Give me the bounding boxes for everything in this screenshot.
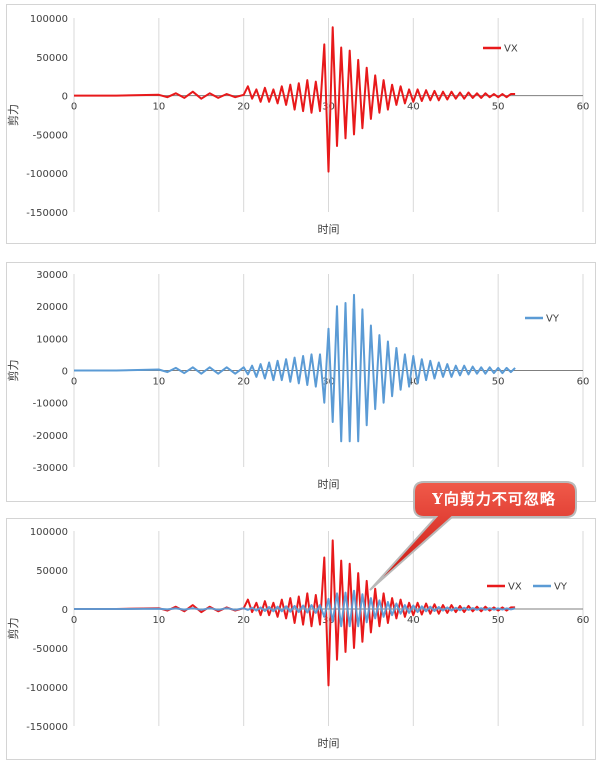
x-tick-label: 0 [71,102,77,113]
y-tick-label: 50000 [36,53,68,64]
y-tick-label: -10000 [33,399,68,410]
y-tick-label: -20000 [33,431,68,442]
series-line-vx [74,539,516,687]
y-tick-label: -50000 [33,644,68,655]
x-tick-label: 0 [71,615,77,626]
y-axis-title: 剪力 [6,360,20,382]
x-tick-label: 10 [152,377,165,388]
x-tick-label: 10 [152,102,165,113]
x-tick-label: 50 [492,377,505,388]
y-axis-title: 剪力 [6,104,20,126]
y-tick-label: 50000 [36,566,68,577]
y-axis-title: 剪力 [6,618,20,640]
chart-panel-vx: 0 10 20 30 40 50 60 -150000 -100000 -50000 0 50000 1… [6,4,596,244]
x-tick-label: 60 [577,615,590,626]
callout-text: Y向剪力不可忽略 [432,489,556,508]
x-tick-label: 30 [322,615,335,626]
callout-shape [369,481,577,591]
x-tick-label: 20 [237,615,250,626]
x-tick-label: 20 [237,377,250,388]
series-line-vy [74,589,516,628]
y-tick-label: 0 [62,605,68,616]
vy-chart: 0 10 20 30 40 50 60-30000-20000-10000010000200… [6,270,590,491]
x-axis-title: 时间 [318,478,340,491]
y-tick-label: -150000 [26,208,68,219]
x-axis-title: 时间 [318,223,340,236]
x-axis-title: 时间 [318,737,340,750]
y-tick-label: 20000 [36,302,68,313]
y-tick-label: 100000 [30,14,68,25]
combined-chart: 0 10 20 30 40 50 60 -150000 -100000 -50000 0 50000 1… [6,527,590,750]
x-tick-label: 60 [577,377,590,388]
legend-label: VY [546,314,560,325]
y-tick-label: -150000 [26,722,68,733]
y-tick-label: -50000 [33,130,68,141]
y-tick-label: 0 [62,367,68,378]
x-tick-label: 10 [152,615,165,626]
legend-label: VY [554,582,568,593]
x-tick-label: 0 [71,377,77,388]
x-tick-label: 50 [492,615,505,626]
legend-label: VX [504,44,518,55]
y-tick-label: 30000 [36,270,68,281]
x-tick-label: 60 [577,102,590,113]
chart-panel-vy: 0 10 20 30 40 50 60 -30000 -20000 -10000 0 10000 200… [6,262,596,502]
y-tick-label: 100000 [30,527,68,538]
series-line-vy [74,293,516,443]
vx-chart: 0 10 20 30 40 50 60 -150000 -100000 -50000 0 50000 1… [6,14,590,236]
x-tick-label: 40 [407,377,420,388]
x-tick-label: 20 [237,102,250,113]
chart-panel-combined: 0 10 20 30 40 50 60 -150000 -100000 -50000 0 50000 1… [6,518,596,760]
x-tick-label: 50 [492,102,505,113]
series-line-vx [74,26,516,173]
x-tick-label: 30 [322,102,335,113]
y-tick-label: -100000 [26,683,68,694]
y-tick-label: -30000 [33,463,68,474]
y-tick-label: 0 [62,92,68,103]
legend-label: VX [508,582,522,593]
x-tick-label: 40 [407,615,420,626]
x-tick-label: 40 [407,102,420,113]
x-tick-label: 30 [322,377,335,388]
y-tick-label: -100000 [26,169,68,180]
y-tick-label: 10000 [36,334,68,345]
